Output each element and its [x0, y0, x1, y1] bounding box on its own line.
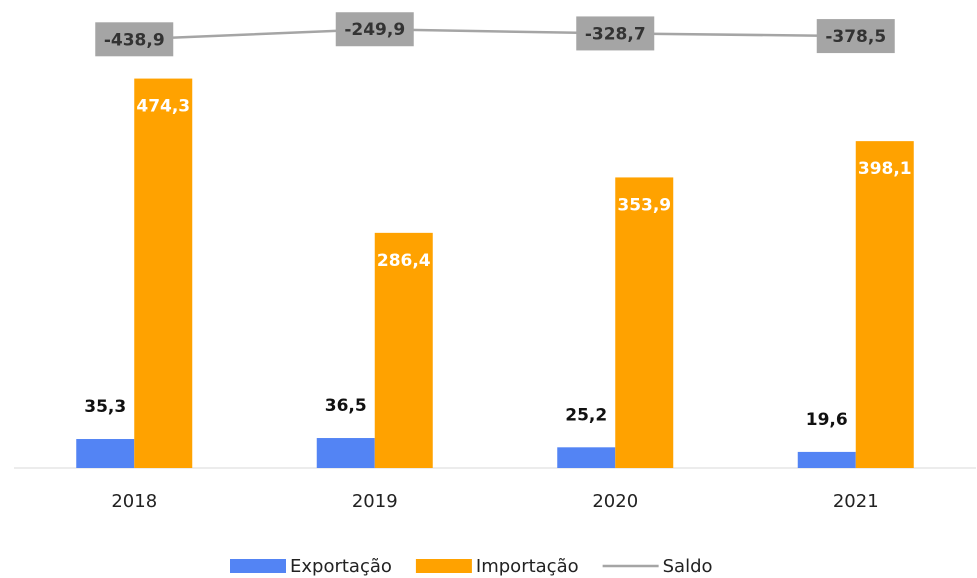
value-label: 474,3 [136, 97, 190, 117]
label-box [335, 12, 414, 47]
legend-label: Importação [476, 556, 579, 577]
legend-label: Exportação [290, 556, 392, 577]
label-box [576, 16, 655, 51]
value-label: 25,2 [565, 405, 607, 425]
bar [76, 439, 135, 468]
x-tick-label: 2021 [833, 491, 879, 512]
label-box [95, 22, 174, 57]
value-label: -438,9 [104, 30, 165, 50]
value-label: 353,9 [617, 195, 671, 215]
value-label: -249,9 [344, 20, 405, 40]
line [134, 27, 856, 41]
value-label: 286,4 [377, 251, 431, 271]
value-label: 35,3 [84, 397, 126, 417]
value-label: 36,5 [325, 396, 367, 416]
bar [797, 451, 856, 468]
x-tick-label: 2020 [592, 491, 638, 512]
x-tick-label: 2018 [111, 491, 157, 512]
legend-label: Saldo [663, 556, 713, 577]
value-label: -378,5 [825, 27, 886, 47]
bar [615, 177, 674, 468]
bar [855, 141, 914, 468]
value-label: -328,7 [585, 24, 646, 44]
bar [557, 447, 616, 468]
legend-swatch [230, 559, 286, 573]
bar [374, 232, 433, 468]
bar [134, 78, 193, 468]
value-label: 398,1 [858, 159, 912, 179]
legend-swatch [415, 559, 472, 573]
value-label: 19,6 [806, 410, 848, 430]
x-tick-label: 2019 [352, 491, 398, 512]
label-box [816, 19, 895, 54]
bar [316, 438, 375, 468]
